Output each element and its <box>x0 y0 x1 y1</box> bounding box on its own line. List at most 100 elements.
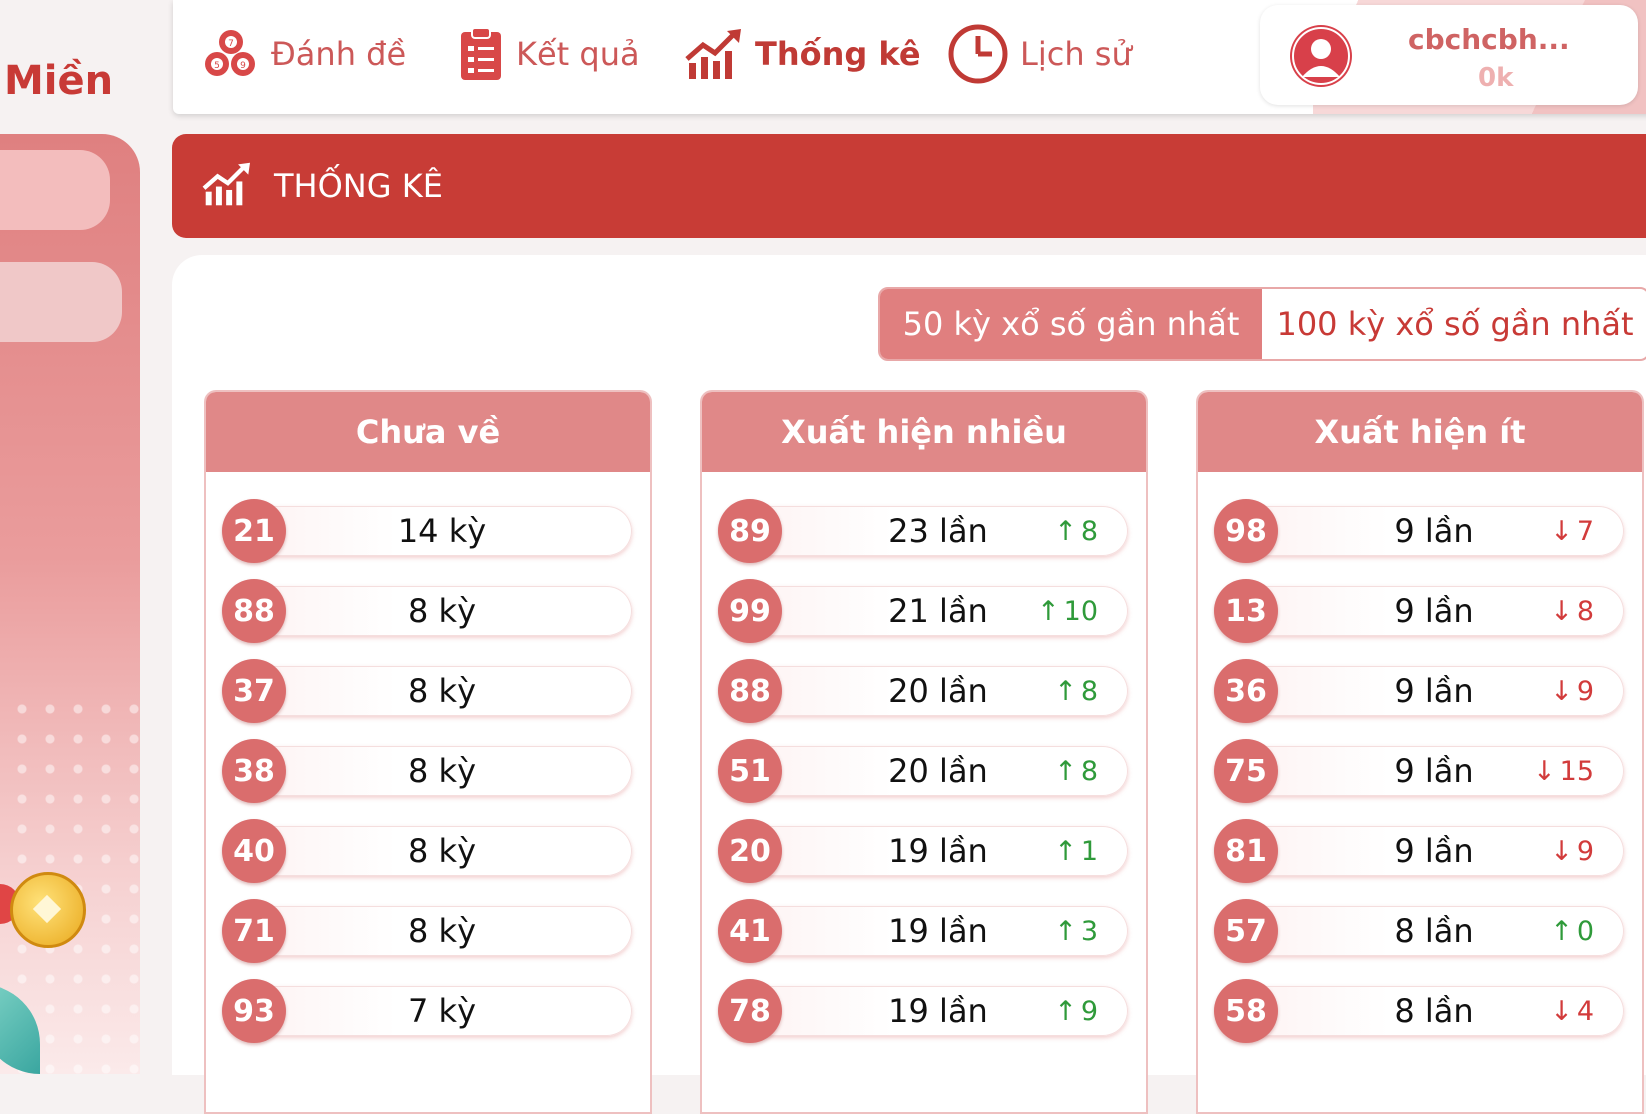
stat-row[interactable]: 81 9 lần ↓ 9 <box>1214 819 1624 883</box>
number-badge: 88 <box>222 579 286 643</box>
stat-value: 7 kỳ <box>408 992 476 1030</box>
arrow-down-icon: ↓ <box>1533 755 1556 787</box>
number-badge: 36 <box>1214 659 1278 723</box>
nav-thong-ke[interactable]: Thống kê <box>685 26 921 82</box>
stat-row[interactable]: 75 9 lần ↓ 15 <box>1214 739 1624 803</box>
nav-label: Kết quả <box>516 35 640 73</box>
nav-ket-qua[interactable]: Kết quả <box>458 26 640 82</box>
number-badge: 21 <box>222 499 286 563</box>
stat-value: 19 lần <box>888 832 988 870</box>
username: cbchcbh... <box>1408 23 1570 56</box>
nav-danh-de[interactable]: 7 5 9 Đánh đề <box>203 26 406 82</box>
stat-row[interactable]: 99 21 lần ↑ 10 <box>718 579 1128 643</box>
number-badge: 75 <box>1214 739 1278 803</box>
stat-row[interactable]: 88 8 kỳ <box>222 579 632 643</box>
stat-value: 8 lần <box>1394 992 1474 1030</box>
stat-column-xuat-hien-nhieu: Xuất hiện nhiều 89 23 lần ↑ 8 99 21 lần ↑ 10 8… <box>700 390 1148 1114</box>
arrow-down-icon: ↓ <box>1550 675 1573 707</box>
stat-value: 9 lần <box>1394 592 1474 630</box>
arrow-up-icon: ↑ <box>1054 835 1077 867</box>
number-badge: 51 <box>718 739 782 803</box>
stat-row[interactable]: 38 8 kỳ <box>222 739 632 803</box>
stat-value: 9 lần <box>1394 832 1474 870</box>
stat-row[interactable]: 57 8 lần ↑ 0 <box>1214 899 1624 963</box>
nav-label: Lịch sử <box>1020 35 1132 73</box>
nav-lich-su[interactable]: Lịch sử <box>948 24 1132 84</box>
trend-delta: ↓ 15 <box>1533 755 1594 787</box>
range-100-button[interactable]: 100 kỳ xổ số gần nhất <box>1276 305 1634 343</box>
chart-up-icon <box>202 161 252 211</box>
chart-up-icon <box>685 27 743 81</box>
column-title: Xuất hiện nhiều <box>702 392 1146 472</box>
trend-delta: ↑ 8 <box>1054 755 1098 787</box>
trend-delta: ↓ 9 <box>1550 835 1594 867</box>
stat-value: 21 lần <box>888 592 988 630</box>
stat-row[interactable]: 41 19 lần ↑ 3 <box>718 899 1128 963</box>
number-badge: 99 <box>718 579 782 643</box>
stat-value: 9 lần <box>1394 752 1474 790</box>
trend-delta: ↑ 8 <box>1054 675 1098 707</box>
stat-row[interactable]: 51 20 lần ↑ 8 <box>718 739 1128 803</box>
sidebar-item-1[interactable] <box>0 150 110 230</box>
stat-value: 23 lần <box>888 512 988 550</box>
arrow-up-icon: ↑ <box>1054 995 1077 1027</box>
nav-label: Đánh đề <box>271 35 407 73</box>
stat-value: 8 lần <box>1394 912 1474 950</box>
stat-row[interactable]: 36 9 lần ↓ 9 <box>1214 659 1624 723</box>
stat-row[interactable]: 93 7 kỳ <box>222 979 632 1043</box>
stat-row[interactable]: 71 8 kỳ <box>222 899 632 963</box>
stat-value: 8 kỳ <box>408 912 476 950</box>
stat-value: 8 kỳ <box>408 832 476 870</box>
stat-row[interactable]: 20 19 lần ↑ 1 <box>718 819 1128 883</box>
trend-delta: ↓ 7 <box>1550 515 1594 547</box>
arrow-up-icon: ↑ <box>1054 515 1077 547</box>
stat-row[interactable]: 98 9 lần ↓ 7 <box>1214 499 1624 563</box>
stat-value: 9 lần <box>1394 512 1474 550</box>
number-badge: 93 <box>222 979 286 1043</box>
arrow-up-icon: ↑ <box>1054 675 1077 707</box>
number-badge: 57 <box>1214 899 1278 963</box>
sidebar-item-2[interactable] <box>0 262 122 342</box>
trend-delta: ↑ 1 <box>1054 835 1098 867</box>
stat-value: 20 lần <box>888 672 988 710</box>
section-banner: THỐNG KÊ <box>172 134 1646 238</box>
number-badge: 78 <box>718 979 782 1043</box>
trend-delta: ↑ 9 <box>1054 995 1098 1027</box>
coin-icon <box>10 872 86 948</box>
stat-value: 8 kỳ <box>408 752 476 790</box>
brand-label: Miền <box>4 58 114 104</box>
stat-value: 14 kỳ <box>397 512 487 550</box>
number-badge: 40 <box>222 819 286 883</box>
section-title: THỐNG KÊ <box>274 167 443 205</box>
stat-row[interactable]: 88 20 lần ↑ 8 <box>718 659 1128 723</box>
sidebar <box>0 134 140 1074</box>
stat-row[interactable]: 89 23 lần ↑ 8 <box>718 499 1128 563</box>
range-toggle: 50 kỳ xổ số gần nhất 100 kỳ xổ số gần nh… <box>878 287 1646 361</box>
stat-row[interactable]: 13 9 lần ↓ 8 <box>1214 579 1624 643</box>
stat-column-chua-ve: Chưa về 21 14 kỳ 88 8 kỳ 37 8 kỳ 38 8 kỳ 40 8… <box>204 390 652 1114</box>
number-badge: 81 <box>1214 819 1278 883</box>
svg-text:7: 7 <box>228 39 234 49</box>
stat-row[interactable]: 37 8 kỳ <box>222 659 632 723</box>
trend-delta: ↑ 8 <box>1054 515 1098 547</box>
stat-row[interactable]: 78 19 lần ↑ 9 <box>718 979 1128 1043</box>
range-50-button[interactable]: 50 kỳ xổ số gần nhất <box>880 289 1262 359</box>
clock-icon <box>948 24 1008 84</box>
user-card[interactable]: cbchcbh... 0k <box>1260 5 1638 105</box>
stat-value: 20 lần <box>888 752 988 790</box>
stat-column-xuat-hien-it: Xuất hiện ít 98 9 lần ↓ 7 13 9 lần ↓ 8 36 9 lần… <box>1196 390 1644 1114</box>
trend-delta: ↑ 0 <box>1550 915 1594 947</box>
user-avatar-icon <box>1290 25 1352 87</box>
arrow-up-icon: ↑ <box>1037 595 1060 627</box>
arrow-up-icon: ↑ <box>1054 755 1077 787</box>
number-badge: 88 <box>718 659 782 723</box>
stat-value: 8 kỳ <box>408 592 476 630</box>
stat-row[interactable]: 21 14 kỳ <box>222 499 632 563</box>
stat-row[interactable]: 40 8 kỳ <box>222 819 632 883</box>
svg-text:9: 9 <box>240 61 246 71</box>
stat-value: 9 lần <box>1394 672 1474 710</box>
trend-delta: ↓ 4 <box>1550 995 1594 1027</box>
number-badge: 98 <box>1214 499 1278 563</box>
arrow-down-icon: ↓ <box>1550 835 1573 867</box>
stat-row[interactable]: 58 8 lần ↓ 4 <box>1214 979 1624 1043</box>
